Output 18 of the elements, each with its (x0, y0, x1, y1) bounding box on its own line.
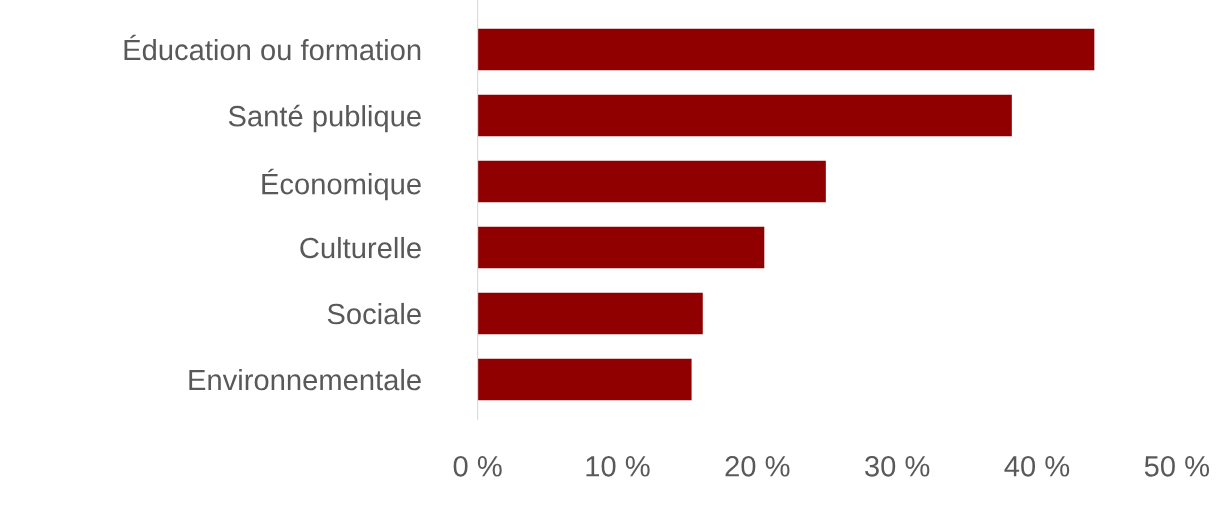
x-tick-label: 30 % (865, 455, 930, 477)
x-tick-label: 40 % (1004, 455, 1070, 477)
bar (477, 94, 1012, 137)
y-tick-label: Culturelle (300, 236, 421, 259)
bar (477, 160, 826, 203)
x-tick-label: 50 % (1144, 455, 1210, 477)
x-tick-label: 0 % (453, 455, 502, 477)
bar (477, 292, 703, 335)
x-tick-label: 10 % (586, 455, 650, 477)
y-tick-label: Santé publique (228, 104, 421, 133)
y-tick-label: Environnementale (189, 368, 421, 391)
bar (477, 358, 692, 401)
y-tick-label: Éducation ou formation (124, 34, 421, 61)
bar (477, 226, 765, 269)
x-tick-label: 20 % (725, 455, 790, 477)
bar (477, 28, 1095, 71)
y-tick-label: Économique (262, 168, 421, 201)
y-tick-label: Sociale (327, 302, 421, 325)
